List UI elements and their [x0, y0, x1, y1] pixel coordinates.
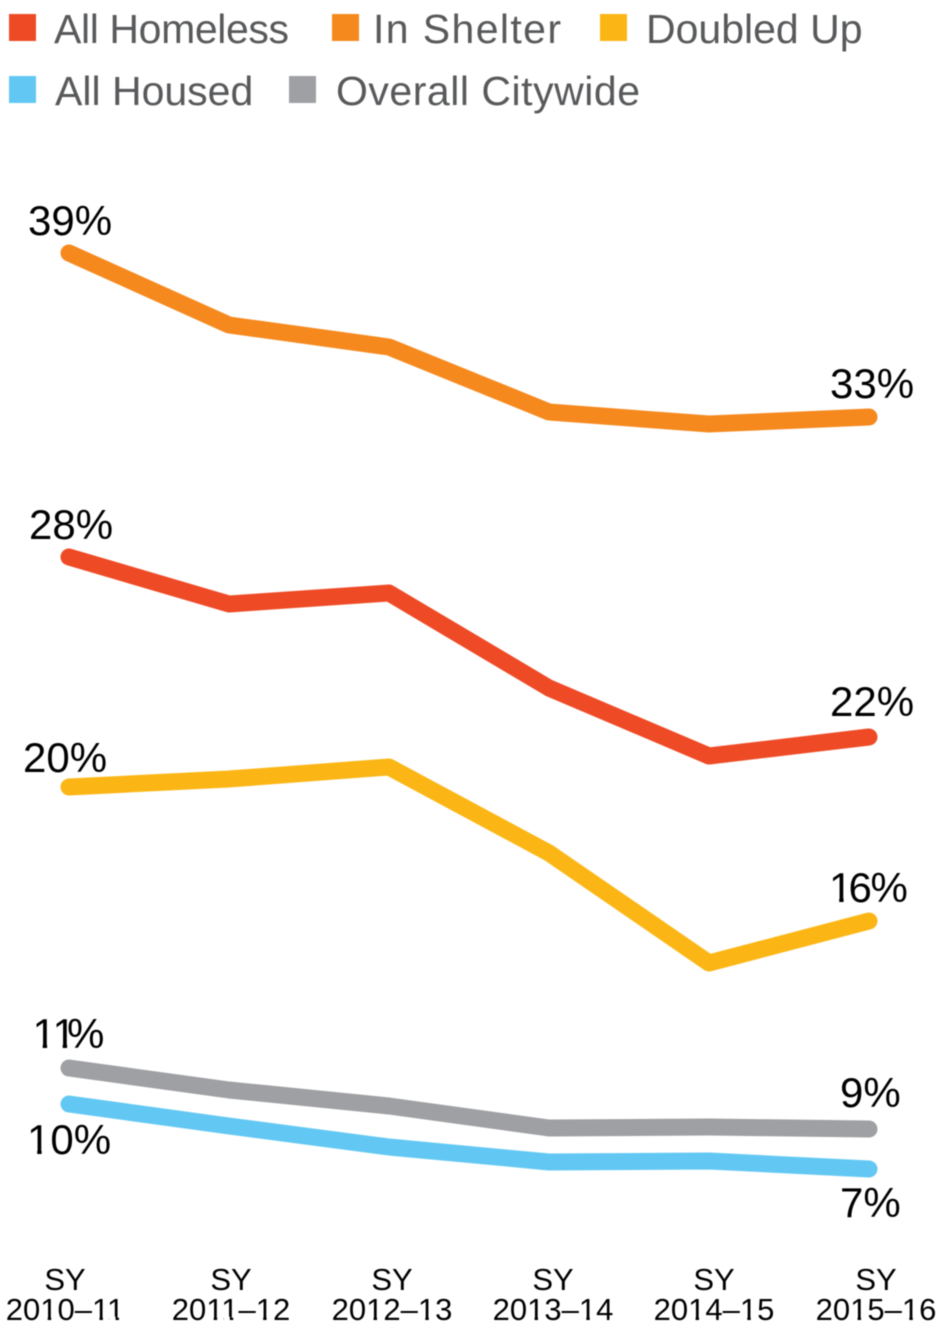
svg-text:2012–13: 2012–13 — [332, 1292, 453, 1327]
svg-text:All Homeless: All Homeless — [54, 6, 289, 52]
svg-text:SY: SY — [44, 1262, 85, 1297]
svg-text:9%: 9% — [840, 1069, 901, 1116]
svg-text:2015–16: 2015–16 — [816, 1292, 936, 1327]
svg-text:Doubled Up: Doubled Up — [646, 6, 863, 52]
svg-text:Overall Citywide: Overall Citywide — [336, 68, 640, 114]
svg-text:All Housed: All Housed — [55, 68, 253, 114]
svg-text:16%: 16% — [829, 864, 908, 911]
svg-text:SY: SY — [371, 1262, 412, 1297]
svg-text:33%: 33% — [830, 360, 914, 407]
svg-text:20%: 20% — [23, 734, 107, 781]
svg-text:28%: 28% — [29, 501, 113, 548]
svg-text:SY: SY — [855, 1262, 896, 1297]
svg-text:7%: 7% — [840, 1179, 901, 1226]
svg-text:10%: 10% — [27, 1116, 111, 1163]
svg-text:22%: 22% — [830, 678, 914, 725]
svg-text:SY: SY — [210, 1262, 251, 1297]
svg-text:2014–15: 2014–15 — [654, 1292, 775, 1327]
svg-text:2010–11: 2010–11 — [6, 1292, 124, 1327]
svg-text:SY: SY — [693, 1262, 734, 1297]
svg-text:11%: 11% — [33, 1010, 105, 1057]
svg-text:39%: 39% — [28, 197, 112, 244]
svg-text:SY: SY — [532, 1262, 573, 1297]
svg-text:2013–14: 2013–14 — [493, 1292, 614, 1327]
svg-text:2011–12: 2011–12 — [172, 1292, 290, 1327]
svg-text:In Shelter: In Shelter — [373, 6, 561, 52]
